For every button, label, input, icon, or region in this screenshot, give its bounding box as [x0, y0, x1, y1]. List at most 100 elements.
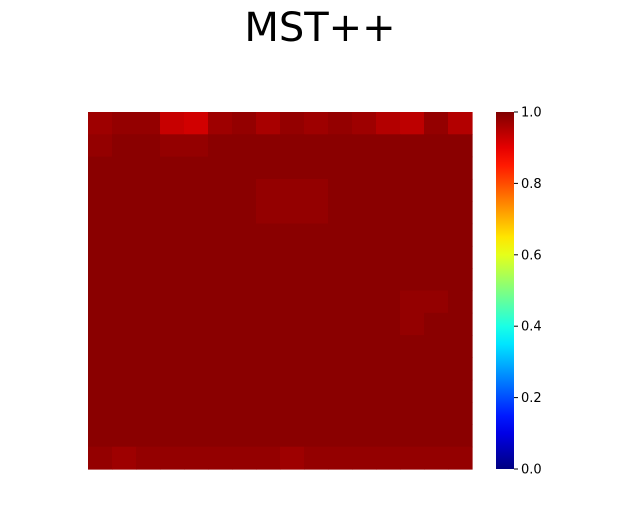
heatmap-cell — [328, 268, 353, 292]
colorbar: 0.0 0.2 0.4 0.6 0.8 1.0 — [496, 106, 542, 478]
heatmap-cell — [160, 357, 185, 381]
heatmap-cell — [160, 156, 185, 180]
heatmap-cell — [400, 245, 425, 269]
heatmap-cell — [136, 402, 161, 425]
heatmap-cell — [376, 424, 401, 448]
heatmap-cell — [256, 178, 281, 202]
heatmap-cell — [328, 379, 353, 403]
heatmap-cell — [280, 178, 305, 202]
heatmap-cell — [352, 112, 377, 135]
heatmap-cell — [232, 446, 257, 470]
colorbar-tick-label: 1.0 — [521, 106, 542, 121]
heatmap-cell — [424, 335, 449, 359]
heatmap-cell — [304, 112, 329, 135]
heatmap-cell — [448, 424, 473, 448]
heatmap-cell — [424, 245, 449, 269]
heatmap-cell — [256, 402, 281, 425]
heatmap-cell — [232, 312, 257, 336]
heatmap-cell — [160, 312, 185, 336]
heatmap-cell — [424, 268, 449, 292]
heatmap-cell — [160, 245, 185, 269]
heatmap-cell — [328, 290, 353, 314]
heatmap-cell — [112, 446, 137, 470]
heatmap-cell — [376, 312, 401, 336]
heatmap-cell — [448, 446, 473, 470]
heatmap-cell — [448, 402, 473, 425]
heatmap-cell — [88, 178, 113, 202]
heatmap-cell — [352, 446, 377, 470]
heatmap-cell — [136, 446, 161, 470]
heatmap-cell — [112, 335, 137, 359]
heatmap-cell — [208, 134, 233, 158]
heatmap-cell — [328, 201, 353, 225]
heatmap-cell — [328, 178, 353, 202]
heatmap-cell — [232, 357, 257, 381]
heatmap-cell — [352, 357, 377, 381]
heatmap-cell — [352, 424, 377, 448]
heatmap-cell — [304, 156, 329, 180]
heatmap-cell — [160, 223, 185, 247]
heatmap-cell — [184, 156, 209, 180]
heatmap-cell — [376, 178, 401, 202]
colorbar-tick-label: 0.4 — [521, 320, 542, 335]
heatmap-cell — [424, 156, 449, 180]
heatmap-cell — [328, 335, 353, 359]
heatmap-cell — [280, 201, 305, 225]
heatmap-cell — [448, 245, 473, 269]
heatmap-cell — [256, 223, 281, 247]
heatmap-cell — [256, 134, 281, 158]
heatmap-cell — [256, 268, 281, 292]
heatmap-cell — [112, 379, 137, 403]
heatmap-cell — [256, 424, 281, 448]
heatmap-cell — [376, 290, 401, 314]
heatmap-cell — [424, 290, 449, 314]
heatmap-cell — [112, 178, 137, 202]
heatmap-cell — [208, 112, 233, 135]
heatmap-cell — [184, 357, 209, 381]
heatmap-cell — [400, 446, 425, 470]
heatmap-cell — [400, 312, 425, 336]
heatmap-cell — [448, 379, 473, 403]
heatmap-cell — [448, 112, 473, 135]
heatmap-cell — [352, 312, 377, 336]
heatmap-cell — [184, 201, 209, 225]
heatmap-cell — [88, 357, 113, 381]
heatmap-cell — [400, 424, 425, 448]
heatmap-cell — [424, 134, 449, 158]
heatmap-cell — [208, 335, 233, 359]
heatmap-cell — [304, 424, 329, 448]
heatmap-cell — [112, 268, 137, 292]
heatmap-cell — [112, 402, 137, 425]
heatmap-cell — [400, 290, 425, 314]
heatmap-cell — [400, 268, 425, 292]
heatmap-cell — [208, 290, 233, 314]
heatmap-cell — [280, 156, 305, 180]
heatmap-cell — [352, 178, 377, 202]
heatmap-cell — [88, 424, 113, 448]
heatmap-cell — [400, 112, 425, 135]
heatmap-cell — [448, 156, 473, 180]
heatmap-cell — [136, 245, 161, 269]
heatmap-cell — [160, 112, 185, 135]
heatmap-cell — [160, 379, 185, 403]
heatmap-cell — [112, 223, 137, 247]
heatmap-cell — [304, 335, 329, 359]
heatmap-cell — [256, 245, 281, 269]
heatmap-cell — [208, 245, 233, 269]
heatmap-cell — [256, 357, 281, 381]
heatmap-cell — [304, 379, 329, 403]
heatmap-cell — [160, 134, 185, 158]
heatmap-cell — [88, 335, 113, 359]
heatmap-cell — [208, 424, 233, 448]
heatmap-cell — [136, 156, 161, 180]
heatmap-cell — [184, 245, 209, 269]
heatmap-cell — [424, 201, 449, 225]
heatmap-cell — [88, 402, 113, 425]
heatmap-cell — [136, 178, 161, 202]
heatmap-cell — [232, 156, 257, 180]
heatmap-cell — [232, 268, 257, 292]
heatmap-cell — [400, 357, 425, 381]
heatmap-cell — [376, 112, 401, 135]
heatmap-cell — [232, 335, 257, 359]
